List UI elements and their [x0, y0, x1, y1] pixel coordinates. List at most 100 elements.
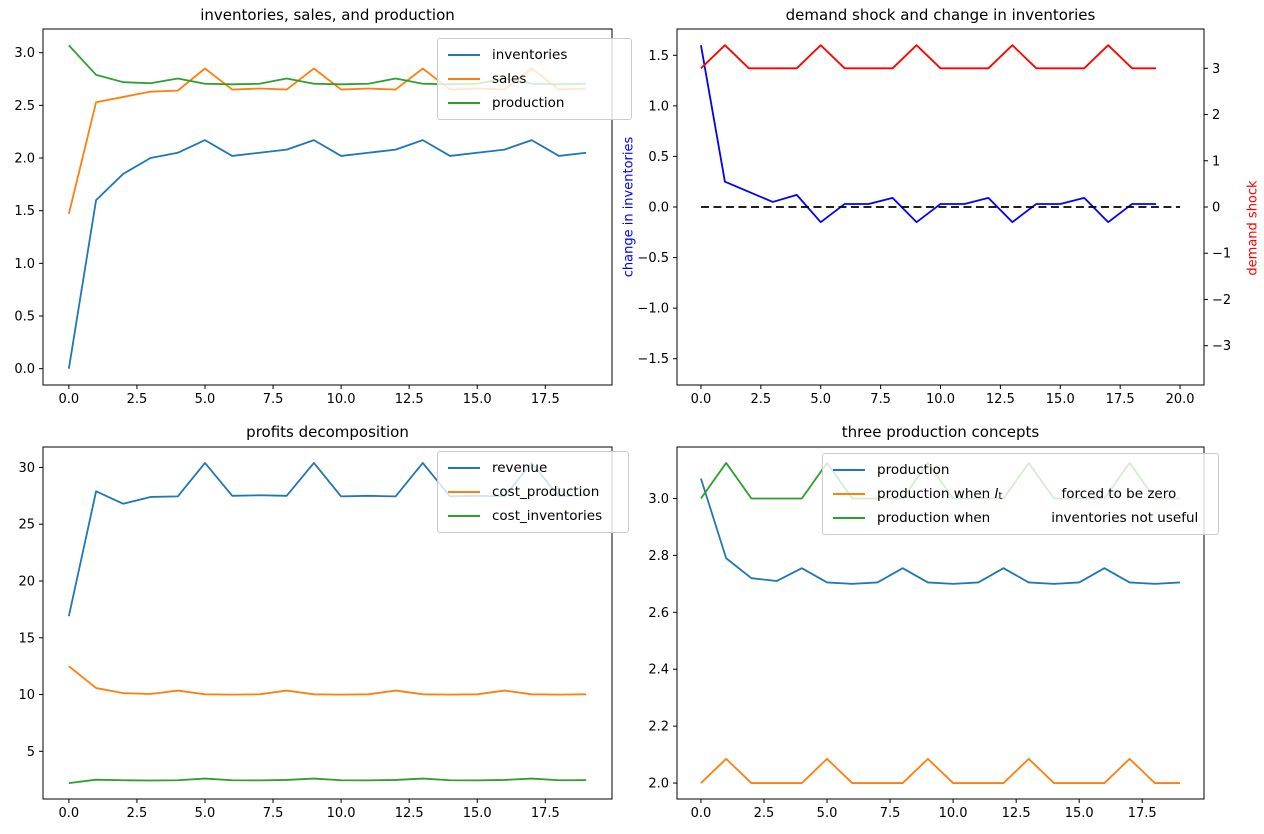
- y-tick-label: 0.0: [648, 201, 669, 216]
- y-axis-left: 5 10 15 20 25 30: [18, 461, 43, 760]
- legend-line-swatch: [833, 469, 865, 471]
- y-tick-label: 5: [27, 745, 35, 760]
- x-tick-label: 12.5: [395, 392, 424, 407]
- x-tick-label: 2.5: [754, 806, 775, 821]
- x-tick-label: 0.0: [59, 806, 80, 821]
- chart-title-inventories-sales-production: inventories, sales, and production: [200, 6, 455, 24]
- x-axis: 0.0 2.5 5.0 7.5 10.0 12.5 15.0 17.5 20.0: [691, 385, 1195, 407]
- x-axis: 0.0 2.5 5.0 7.5 10.0 12.5 15.0 17.5: [59, 799, 560, 821]
- series-line-change-in-inventories: [700, 45, 1157, 224]
- subplot-profits-decomposition: 0.0 2.5 5.0 7.5 10.0 12.5 15.0 17.5 5 10 15 20 25 30 …: [0, 417, 632, 834]
- legend-item: sales: [448, 67, 621, 91]
- y-tick-label: 1.0: [14, 257, 35, 272]
- legend-label: revenue: [492, 460, 548, 476]
- legend-line-swatch: [448, 467, 480, 469]
- y-tick-label: 1: [1212, 154, 1220, 169]
- y-tick-label: 25: [18, 518, 35, 533]
- y-tick-label: 0.5: [648, 150, 669, 165]
- series-line-inventories: [67, 139, 587, 369]
- y-tick-label: 1.5: [648, 49, 669, 64]
- y-axis-right: −3 −2 −1 0 1 2 3: [1204, 62, 1231, 354]
- legend-label: cost_production: [492, 484, 600, 500]
- x-tick-label: 2.5: [127, 806, 148, 821]
- legend-item: revenue: [448, 456, 618, 480]
- y-tick-label: 2.6: [648, 606, 669, 621]
- legend-label: production when: [877, 510, 991, 526]
- plot-area-three-production-concepts: 0.0 2.5 5.0 7.5 10.0 12.5 15.0 17.5 2.0 2.2 2.4 2.6…: [648, 446, 1205, 821]
- legend-line-swatch: [448, 515, 480, 517]
- y-tick-label: −3: [1212, 339, 1231, 354]
- y-axis-left: −1.5 −1.0 −0.5 0.0 0.5 1.0 1.5: [637, 49, 677, 367]
- series-line-demand-shock: [700, 44, 1157, 70]
- x-tick-label: 5.0: [817, 806, 838, 821]
- y-tick-label: 2.0: [648, 777, 669, 792]
- legend-label-gap: [990, 518, 1051, 519]
- x-tick-label: 7.5: [870, 392, 891, 407]
- y-tick-label: 2.8: [648, 549, 669, 564]
- y-tick-label: 2: [1212, 108, 1220, 123]
- legend-label: sales: [492, 71, 527, 87]
- x-tick-label: 5.0: [810, 392, 831, 407]
- x-tick-label: 0.0: [691, 806, 712, 821]
- y-tick-label: 20: [18, 574, 35, 589]
- y-axis-label-change-in-inventories: change in inventories: [621, 136, 637, 278]
- legend-label: production when: [877, 486, 995, 502]
- chart-title-demand-shock: demand shock and change in inventories: [785, 6, 1096, 24]
- axes-frame: [42, 446, 613, 800]
- series-lines: [700, 44, 1181, 224]
- x-tick-label: 7.5: [880, 806, 901, 821]
- y-tick-label: 1.0: [648, 99, 669, 114]
- y-tick-label: 2.2: [648, 720, 669, 735]
- legend-label: inventories not useful: [1051, 510, 1199, 526]
- x-tick-label: 10.0: [327, 392, 356, 407]
- x-tick-label: 7.5: [263, 392, 284, 407]
- legend-item: production when inventories not useful: [833, 506, 1208, 530]
- y-axis-label-demand-shock: demand shock: [1245, 180, 1261, 276]
- legend-label: production: [492, 95, 565, 111]
- x-tick-label: 10.0: [327, 806, 356, 821]
- x-axis: 0.0 2.5 5.0 7.5 10.0 12.5 15.0 17.5: [691, 799, 1157, 821]
- x-tick-label: 2.5: [750, 392, 771, 407]
- x-tick-label: 2.5: [127, 392, 148, 407]
- x-tick-label: 5.0: [195, 806, 216, 821]
- series-line-production: [700, 478, 1181, 585]
- y-tick-label: 0.0: [14, 362, 35, 377]
- chart-title-three-production-concepts: three production concepts: [841, 423, 1040, 441]
- axes-frame: [676, 446, 1205, 800]
- x-tick-label: 10.0: [926, 392, 955, 407]
- x-tick-label: 17.5: [1106, 392, 1135, 407]
- legend-item: production: [448, 91, 621, 115]
- x-tick-label: 12.5: [986, 392, 1015, 407]
- x-tick-label: 17.5: [1128, 806, 1157, 821]
- x-tick-label: 5.0: [195, 392, 216, 407]
- y-tick-label: 3.0: [648, 492, 669, 507]
- legend-label: I: [994, 486, 999, 502]
- plot-area-inventories-sales-production: 0.0 2.5 5.0 7.5 10.0 12.5 15.0 17.5 0.0 0.5 1.0 1.5…: [14, 28, 613, 407]
- x-tick-label: 12.5: [395, 806, 424, 821]
- legend-label: t: [998, 491, 1003, 502]
- y-axis-left: 2.0 2.2 2.4 2.6 2.8 3.0: [648, 492, 677, 792]
- legend-inventories-sales-production: inventories sales production: [437, 38, 632, 120]
- legend-label-gap: [1002, 494, 1061, 495]
- legend-label: inventories: [492, 47, 568, 63]
- y-tick-label: 30: [18, 461, 35, 476]
- x-tick-label: 12.5: [1002, 806, 1031, 821]
- legend-label: cost_inventories: [492, 508, 603, 524]
- y-tick-label: 2.5: [14, 99, 35, 114]
- y-tick-label: 15: [18, 631, 35, 646]
- legend-item: production: [833, 458, 1208, 482]
- legend-label: production: [877, 462, 950, 478]
- series-line-cost-production: [68, 665, 587, 696]
- y-axis-left: 0.0 0.5 1.0 1.5 2.0 2.5 3.0: [14, 46, 43, 377]
- subplot-inventories-sales-production: 0.0 2.5 5.0 7.5 10.0 12.5 15.0 17.5 0.0 0.5 1.0 1.5…: [0, 0, 632, 417]
- legend-label: forced to be zero: [1061, 486, 1177, 502]
- y-tick-label: −1.0: [637, 302, 669, 317]
- x-tick-label: 0.0: [59, 392, 80, 407]
- plot-area-demand-shock: 0.0 2.5 5.0 7.5 10.0 12.5 15.0 17.5 20.0−1.5−1.0…: [637, 28, 1231, 407]
- x-tick-label: 15.0: [1065, 806, 1094, 821]
- y-tick-label: −0.5: [637, 251, 669, 266]
- y-tick-label: 2.4: [648, 663, 669, 678]
- y-tick-label: −2: [1212, 293, 1231, 308]
- x-tick-label: 7.5: [263, 806, 284, 821]
